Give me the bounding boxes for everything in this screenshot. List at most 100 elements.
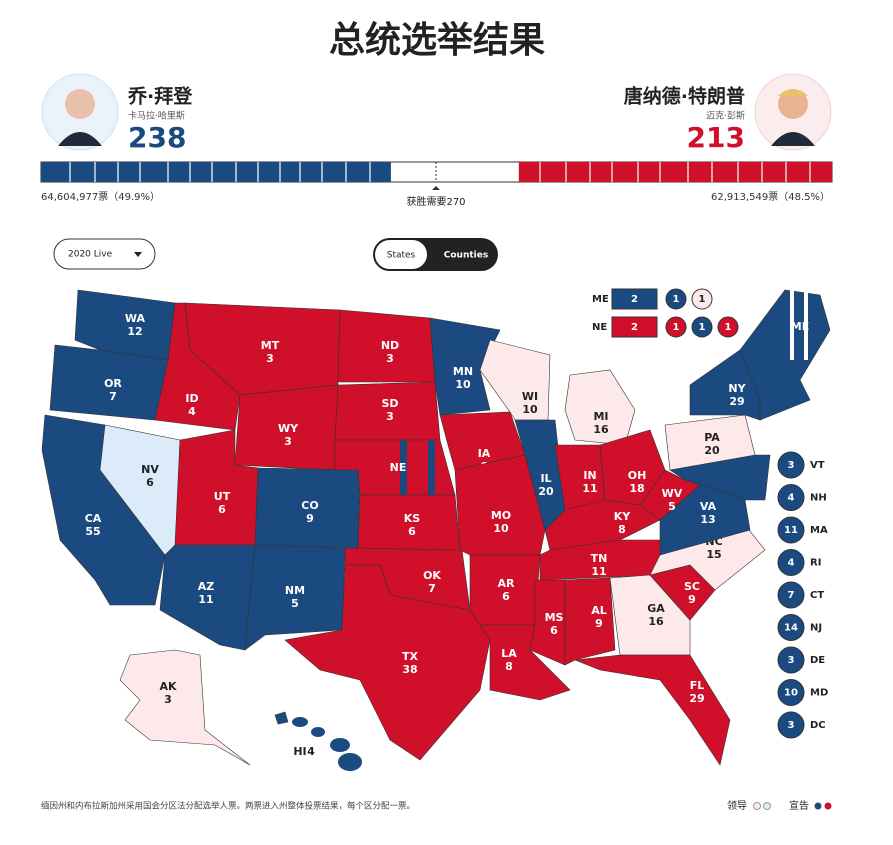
footnote: 缅因州和内布拉斯加州采用国会分区法分配选举人票。两票进入州整体投票结果，每个区分… <box>41 801 415 812</box>
state-votes: 8 <box>505 660 513 673</box>
win-threshold: 获胜需要270 <box>406 196 465 208</box>
state-votes: 20 <box>704 444 720 457</box>
electoral-votes: 238 <box>128 121 186 154</box>
state-shape <box>429 317 501 416</box>
state-votes: 3 <box>284 435 292 448</box>
split-votes: 1 <box>699 294 706 305</box>
state-votes: 16 <box>593 423 609 436</box>
split-votes: 2 <box>631 294 638 305</box>
view-toggle[interactable]: States Counties <box>373 238 498 271</box>
state-label: SD <box>381 397 398 410</box>
small-state-label: NJ <box>810 623 822 634</box>
state-label: ME <box>791 320 809 333</box>
small-state-votes: 3 <box>788 720 795 731</box>
state-shape <box>664 414 756 471</box>
small-state-label: NH <box>810 493 827 504</box>
state-label: AK <box>159 680 177 693</box>
state-label: ID <box>185 392 198 405</box>
state-label: AR <box>498 577 516 590</box>
split-votes: 1 <box>725 322 732 333</box>
small-state-votes: 4 <box>788 558 795 569</box>
legend-dot <box>763 802 771 810</box>
state-label: WV <box>662 487 683 500</box>
state-label: HI <box>293 745 306 758</box>
dropdown[interactable]: 2020 Live <box>53 238 156 270</box>
legend-dot <box>824 802 832 810</box>
state-label: WA <box>125 312 146 325</box>
state-votes: 8 <box>618 523 626 536</box>
state-votes: 9 <box>306 512 314 525</box>
state-votes: 29 <box>689 692 704 705</box>
toggle-counties[interactable]: Counties <box>444 251 488 261</box>
dropdown-label[interactable]: 2020 Live <box>68 250 113 260</box>
state-label: CO <box>301 499 318 512</box>
state-votes: 11 <box>582 482 597 495</box>
district-stripe <box>428 440 435 495</box>
state-label: CA <box>85 512 102 525</box>
state-label: FL <box>690 679 705 692</box>
portrait-trump <box>754 73 832 151</box>
state-votes: 10 <box>522 403 538 416</box>
state-votes: 29 <box>729 395 744 408</box>
midline-pointer <box>432 186 440 190</box>
state-label: IA <box>478 447 491 460</box>
state-label: OK <box>423 569 441 582</box>
state-votes: 38 <box>402 663 417 676</box>
state-votes: 55 <box>85 525 100 538</box>
split-votes: 1 <box>673 322 680 333</box>
state-votes: 4 <box>307 745 315 758</box>
split-votes: 2 <box>631 322 638 333</box>
state-label: NY <box>728 382 746 395</box>
state-label: MT <box>261 339 280 352</box>
candidate-name: 唐纳德·特朗普 <box>624 85 745 108</box>
portrait-biden <box>41 73 119 151</box>
small-state-marker <box>777 451 805 479</box>
state-label: SC <box>684 580 700 593</box>
small-state-marker <box>777 711 805 739</box>
state-votes: 6 <box>550 624 558 637</box>
small-state-marker <box>777 646 805 674</box>
state-label: OR <box>104 377 122 390</box>
state-votes: 10 <box>493 522 509 535</box>
split-district <box>717 316 739 338</box>
state-votes: 6 <box>146 476 154 489</box>
split-votes: 1 <box>673 294 680 305</box>
small-state-votes: 14 <box>784 623 798 634</box>
state-label: WI <box>522 390 538 403</box>
state-votes: 12 <box>127 325 142 338</box>
state-label: ND <box>381 339 399 352</box>
state-votes: 3 <box>266 352 274 365</box>
state-label: KS <box>404 512 421 525</box>
small-state-votes: 10 <box>784 688 798 699</box>
state-votes: 3 <box>386 352 394 365</box>
state-votes: 10 <box>455 378 471 391</box>
state-votes: 6 <box>408 525 416 538</box>
state-label: MI <box>593 410 608 423</box>
state-label: MO <box>491 509 511 522</box>
split-state: ME <box>592 294 609 305</box>
state-votes: 9 <box>688 593 696 606</box>
district-stripe <box>804 290 808 360</box>
state-label: TX <box>402 650 419 663</box>
state-votes: 16 <box>648 615 664 628</box>
small-state-marker <box>777 614 805 641</box>
bar-segment-r <box>518 162 832 182</box>
state-votes: 5 <box>291 597 299 610</box>
state-shape <box>564 577 616 666</box>
electoral-votes: 213 <box>687 121 745 154</box>
small-state-label: MA <box>810 525 828 536</box>
toggle-states[interactable]: States <box>387 251 416 261</box>
small-state-label: VT <box>810 460 825 471</box>
small-state-label: RI <box>810 558 821 569</box>
small-state-label: MD <box>810 688 828 699</box>
state-shape <box>284 564 491 761</box>
state-label: OH <box>628 469 647 482</box>
state-votes: 7 <box>428 582 436 595</box>
small-state-label: CT <box>810 590 824 601</box>
small-state-marker <box>777 516 805 544</box>
state-label: TN <box>591 552 608 565</box>
state-label: MS <box>545 611 564 624</box>
running-mate: 卡马拉·哈里斯 <box>128 110 185 122</box>
